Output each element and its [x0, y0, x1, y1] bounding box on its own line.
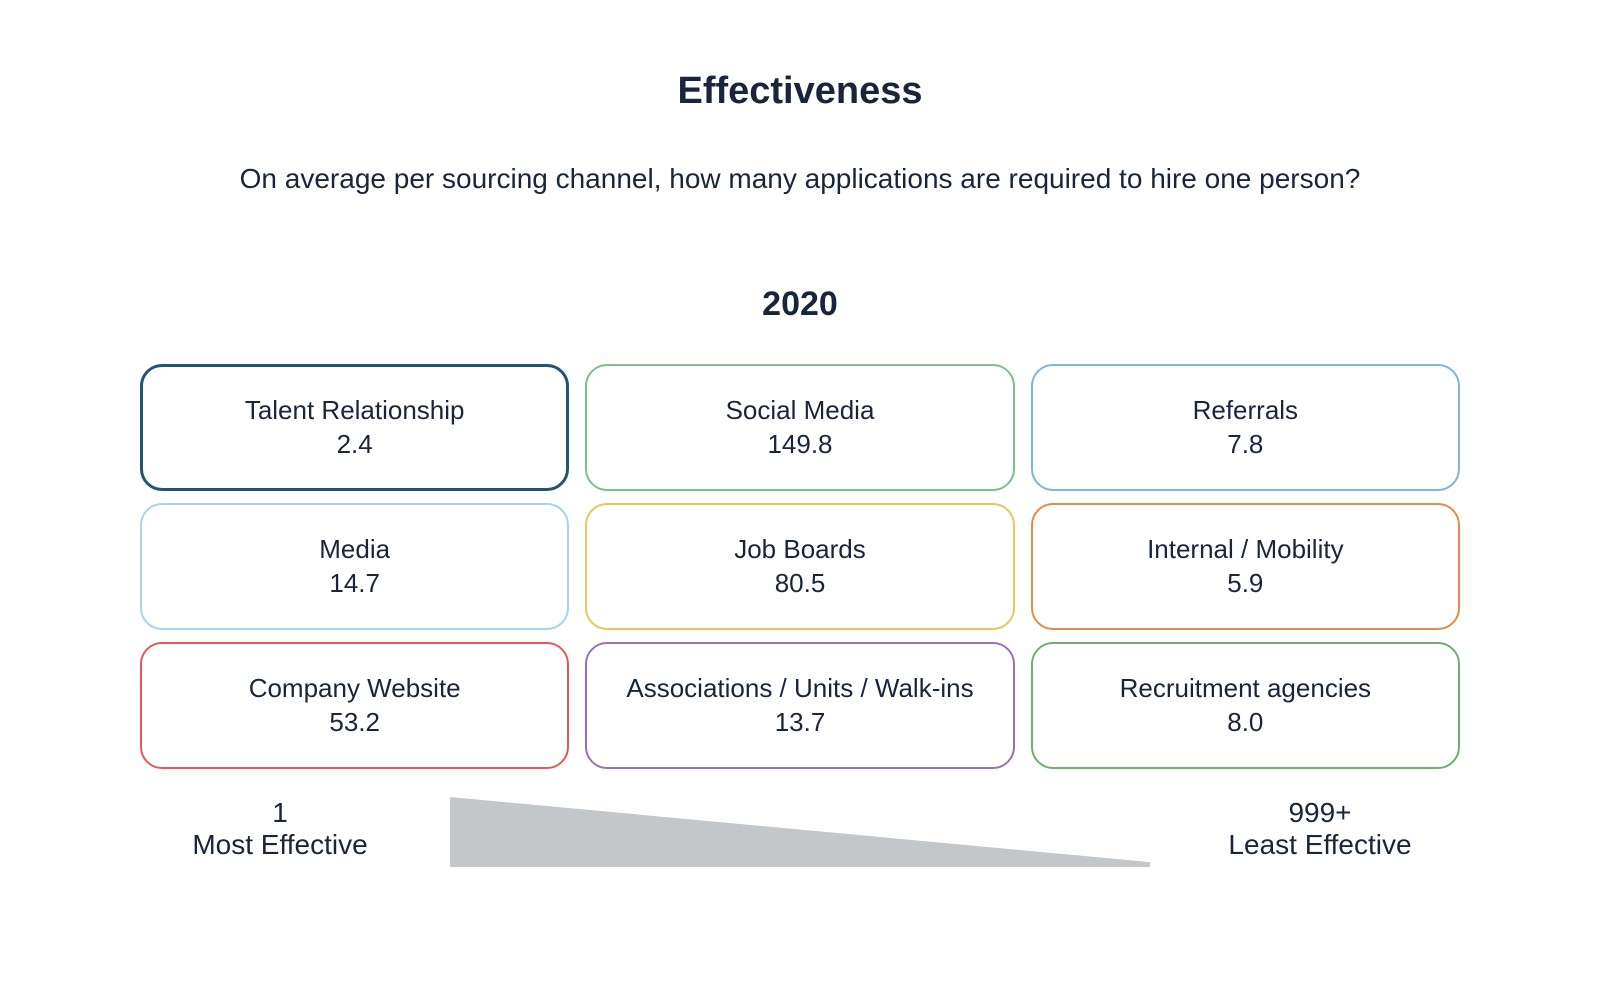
channel-card: Company Website53.2	[140, 642, 569, 769]
channel-label: Media	[319, 533, 390, 567]
channel-value: 8.0	[1227, 706, 1263, 740]
channel-value: 2.4	[337, 428, 373, 462]
scale-left: 1 Most Effective	[140, 797, 420, 861]
wedge-icon	[450, 797, 1150, 867]
channel-card: Internal / Mobility5.9	[1031, 503, 1460, 630]
channel-label: Talent Relationship	[245, 394, 465, 428]
scale-left-label: Most Effective	[192, 829, 367, 861]
channel-card: Referrals7.8	[1031, 364, 1460, 491]
channel-card: Associations / Units / Walk-ins13.7	[585, 642, 1014, 769]
channel-card: Recruitment agencies8.0	[1031, 642, 1460, 769]
page: Effectiveness On average per sourcing ch…	[0, 0, 1600, 984]
channel-value: 13.7	[775, 706, 826, 740]
scale-right-label: Least Effective	[1228, 829, 1411, 861]
channel-value: 14.7	[329, 567, 380, 601]
scale-right-number: 999+	[1288, 797, 1351, 829]
scale-left-number: 1	[272, 797, 288, 829]
channel-value: 149.8	[767, 428, 832, 462]
channel-card: Talent Relationship2.4	[140, 364, 569, 491]
year-label: 2020	[0, 285, 1600, 324]
channel-value: 80.5	[775, 567, 826, 601]
scale-right: 999+ Least Effective	[1180, 797, 1460, 861]
channel-label: Internal / Mobility	[1147, 533, 1344, 567]
channel-card: Media14.7	[140, 503, 569, 630]
effectiveness-scale: 1 Most Effective 999+ Least Effective	[140, 797, 1460, 867]
channel-value: 53.2	[329, 706, 380, 740]
channel-label: Job Boards	[734, 533, 866, 567]
channel-label: Social Media	[726, 394, 875, 428]
scale-wedge	[450, 797, 1150, 867]
channel-label: Company Website	[249, 672, 461, 706]
channel-label: Recruitment agencies	[1120, 672, 1371, 706]
page-subtitle: On average per sourcing channel, how man…	[0, 163, 1600, 195]
channel-card: Job Boards80.5	[585, 503, 1014, 630]
channel-label: Associations / Units / Walk-ins	[626, 672, 973, 706]
channel-grid: Talent Relationship2.4Social Media149.8R…	[140, 364, 1460, 769]
page-title: Effectiveness	[0, 70, 1600, 113]
channel-value: 7.8	[1227, 428, 1263, 462]
channel-label: Referrals	[1193, 394, 1298, 428]
channel-value: 5.9	[1227, 567, 1263, 601]
channel-card: Social Media149.8	[585, 364, 1014, 491]
